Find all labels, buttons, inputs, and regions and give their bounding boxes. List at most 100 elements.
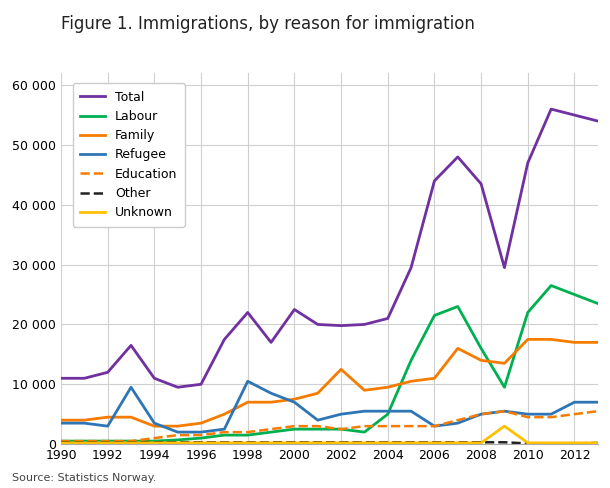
Total <box>571 112 578 118</box>
Education <box>407 423 415 429</box>
Refugee <box>501 408 508 414</box>
Family <box>151 423 158 429</box>
Labour <box>431 312 438 318</box>
Unknown <box>104 440 112 446</box>
Refugee <box>594 399 601 405</box>
Education <box>501 408 508 414</box>
Refugee <box>291 399 298 405</box>
Family <box>198 420 205 426</box>
Family <box>57 417 65 423</box>
Refugee <box>198 429 205 435</box>
Total <box>174 385 181 390</box>
Education <box>57 438 65 444</box>
Total <box>524 160 531 166</box>
Labour <box>571 292 578 298</box>
Refugee <box>244 378 251 384</box>
Labour <box>384 411 392 417</box>
Family <box>571 340 578 346</box>
Labour <box>361 429 368 435</box>
Total <box>337 323 345 328</box>
Refugee <box>151 420 158 426</box>
Text: Figure 1. Immigrations, by reason for immigration: Figure 1. Immigrations, by reason for im… <box>61 15 475 33</box>
Total <box>57 375 65 381</box>
Education <box>151 435 158 441</box>
Unknown <box>291 440 298 446</box>
Labour <box>57 438 65 444</box>
Education <box>478 411 485 417</box>
Labour <box>267 429 274 435</box>
Refugee <box>407 408 415 414</box>
Unknown <box>454 440 461 446</box>
Other <box>291 439 298 445</box>
Family <box>384 385 392 390</box>
Line: Other: Other <box>61 442 598 444</box>
Education <box>198 432 205 438</box>
Refugee <box>314 417 321 423</box>
Total <box>104 369 112 375</box>
Labour <box>547 283 554 288</box>
Education <box>174 432 181 438</box>
Labour <box>221 432 228 438</box>
Family <box>407 378 415 384</box>
Family <box>81 417 88 423</box>
Labour <box>104 438 112 444</box>
Other <box>384 439 392 445</box>
Total <box>221 336 228 342</box>
Other <box>127 439 135 445</box>
Family <box>314 390 321 396</box>
Education <box>594 408 601 414</box>
Refugee <box>431 423 438 429</box>
Unknown <box>337 440 345 446</box>
Total <box>291 306 298 312</box>
Labour <box>198 435 205 441</box>
Unknown <box>547 440 554 446</box>
Education <box>571 411 578 417</box>
Total <box>151 375 158 381</box>
Line: Education: Education <box>61 411 598 441</box>
Unknown <box>198 440 205 446</box>
Refugee <box>81 420 88 426</box>
Total <box>501 264 508 270</box>
Unknown <box>314 440 321 446</box>
Unknown <box>127 440 135 446</box>
Labour <box>291 426 298 432</box>
Other <box>221 439 228 445</box>
Education <box>267 426 274 432</box>
Education <box>337 426 345 432</box>
Total <box>431 178 438 184</box>
Other <box>174 439 181 445</box>
Family <box>127 414 135 420</box>
Refugee <box>337 411 345 417</box>
Refugee <box>361 408 368 414</box>
Unknown <box>571 440 578 446</box>
Refugee <box>104 423 112 429</box>
Unknown <box>407 440 415 446</box>
Refugee <box>478 411 485 417</box>
Other <box>478 439 485 445</box>
Other <box>57 439 65 445</box>
Other <box>337 439 345 445</box>
Total <box>384 316 392 322</box>
Unknown <box>267 440 274 446</box>
Other <box>571 441 578 447</box>
Other <box>431 439 438 445</box>
Education <box>81 438 88 444</box>
Education <box>431 423 438 429</box>
Education <box>454 417 461 423</box>
Other <box>547 441 554 447</box>
Education <box>524 414 531 420</box>
Other <box>104 439 112 445</box>
Family <box>478 357 485 363</box>
Education <box>127 438 135 444</box>
Family <box>337 366 345 372</box>
Refugee <box>267 390 274 396</box>
Unknown <box>221 440 228 446</box>
Other <box>244 439 251 445</box>
Education <box>244 429 251 435</box>
Education <box>314 423 321 429</box>
Other <box>501 439 508 445</box>
Line: Family: Family <box>61 339 598 426</box>
Family <box>501 361 508 366</box>
Total <box>454 154 461 160</box>
Education <box>291 423 298 429</box>
